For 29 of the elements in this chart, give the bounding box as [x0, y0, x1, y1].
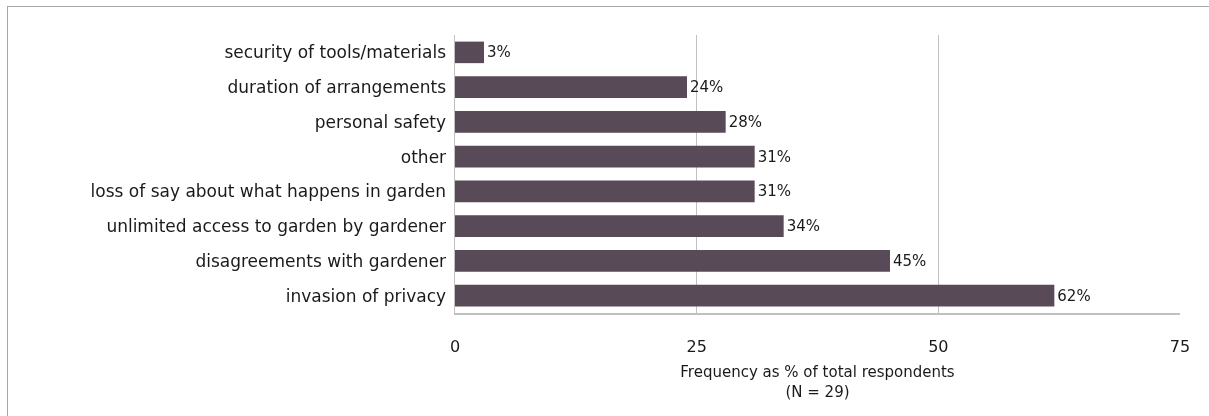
y-tick-label: loss of say about what happens in garden [90, 181, 447, 202]
y-tick-label: personal safety [314, 111, 447, 132]
bar [455, 111, 726, 133]
x-tick-label: 25 [686, 336, 707, 356]
y-tick-label: other [400, 146, 447, 167]
x-tick-label: 75 [1169, 336, 1191, 356]
data-label: 45% [893, 251, 927, 270]
data-label: 62% [1057, 286, 1091, 305]
bar [455, 41, 484, 64]
y-tick-label: disagreements with gardener [195, 250, 447, 271]
bar [455, 215, 784, 237]
data-label: 28% [728, 112, 763, 131]
y-tick-label: invasion of privacy [285, 285, 447, 306]
x-axis-title: Frequency as % of total respondents (N = 29) [680, 363, 955, 401]
y-tick-label: duration of arrangements [227, 77, 447, 98]
bar [455, 145, 755, 168]
data-label: 24% [690, 78, 724, 97]
bar [455, 284, 1055, 307]
bar [455, 76, 687, 98]
x-tick-label: 0 [449, 336, 461, 356]
x-tick-label: 50 [928, 336, 949, 356]
y-tick-label: security of tools/materials [224, 42, 447, 63]
bar [455, 250, 890, 272]
data-label: 31% [757, 147, 792, 166]
bar [455, 180, 755, 203]
data-label: 3% [487, 43, 511, 62]
data-label: 34% [786, 217, 821, 236]
y-tick-label: unlimited access to garden by gardener [106, 216, 447, 237]
data-label: 31% [757, 182, 792, 201]
